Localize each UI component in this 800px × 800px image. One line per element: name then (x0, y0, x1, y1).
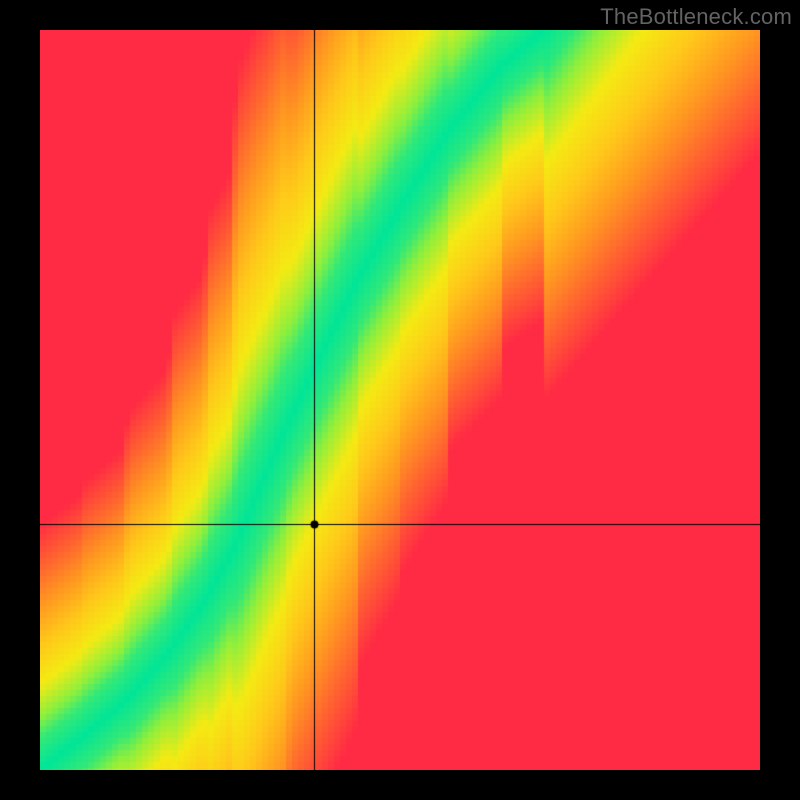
bottleneck-heatmap (40, 30, 760, 770)
watermark-text: TheBottleneck.com (600, 4, 792, 30)
